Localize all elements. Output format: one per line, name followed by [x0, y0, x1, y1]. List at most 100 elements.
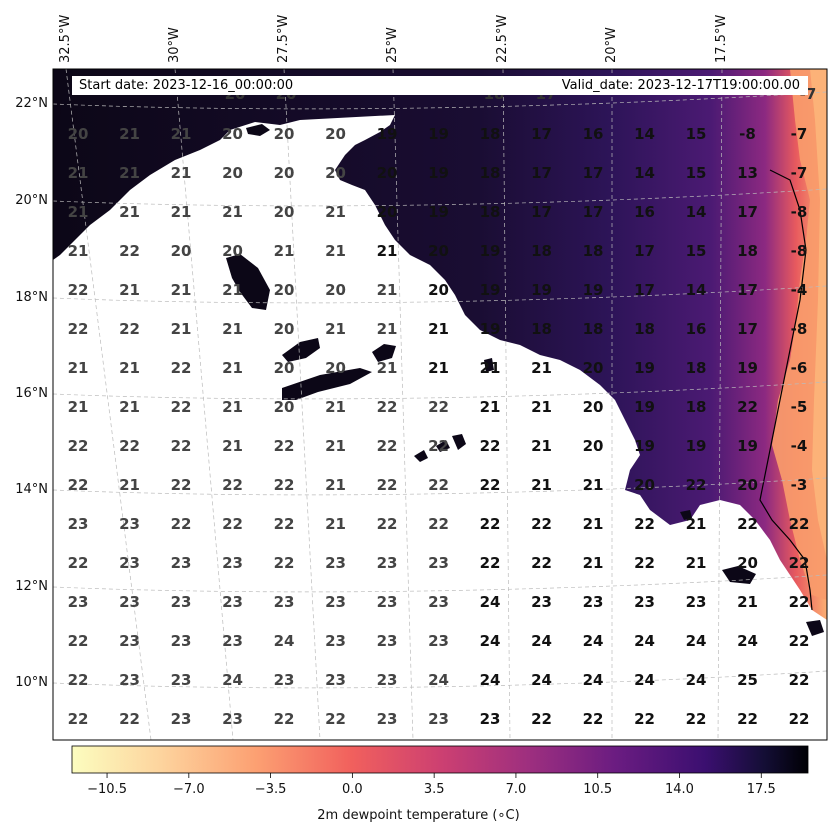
- grid-value: 22: [737, 398, 758, 416]
- grid-value: 22: [171, 476, 192, 494]
- grid-value: 20: [428, 242, 449, 260]
- colorbar-tick-label: −3.5: [254, 782, 287, 797]
- grid-value: 20: [325, 164, 346, 182]
- grid-value: 22: [68, 554, 89, 572]
- grid-value: 21: [377, 359, 398, 377]
- grid-value: 21: [68, 398, 89, 416]
- grid-value: 21: [325, 398, 346, 416]
- grid-value: 23: [325, 554, 346, 572]
- grid-value: 24: [737, 632, 758, 650]
- grid-value: 24: [634, 671, 655, 689]
- longitude-label: 30°W: [167, 27, 182, 63]
- grid-value: 19: [428, 164, 449, 182]
- grid-value: 21: [583, 515, 604, 533]
- grid-value: 23: [377, 671, 398, 689]
- grid-value: 20: [583, 437, 604, 455]
- grid-value: 17: [634, 242, 655, 260]
- grid-value: 20: [583, 359, 604, 377]
- grid-value: 23: [222, 632, 243, 650]
- grid-value: 22: [686, 476, 707, 494]
- grid-value: 22: [68, 281, 89, 299]
- grid-value: 22: [634, 554, 655, 572]
- grid-value: 24: [531, 632, 552, 650]
- grid-value: 23: [119, 671, 140, 689]
- colorbar-tick-label: −7.0: [173, 782, 205, 797]
- latitude-label: 16°N: [15, 386, 48, 401]
- grid-value: 23: [428, 710, 449, 728]
- grid-value: 21: [171, 125, 192, 143]
- grid-value: 21: [377, 320, 398, 338]
- grid-value: 22: [274, 554, 295, 572]
- grid-value: 23: [68, 593, 89, 611]
- dewpoint-value-grid: 20 21 21 20 20 20 19 19 18 17 16 14 15 -8 -7 21 21 21 20 20…: [68, 85, 817, 728]
- grid-value: 17: [737, 281, 758, 299]
- grid-value: 19: [634, 359, 655, 377]
- grid-value: 22: [68, 437, 89, 455]
- grid-value: 22: [428, 398, 449, 416]
- grid-value: 23: [480, 710, 501, 728]
- grid-value: 20: [274, 125, 295, 143]
- grid-value: 22: [737, 515, 758, 533]
- grid-value: 20: [274, 320, 295, 338]
- grid-value: 22: [789, 632, 810, 650]
- grid-value: 19: [428, 203, 449, 221]
- grid-value: 23: [428, 554, 449, 572]
- grid-value: 20: [634, 476, 655, 494]
- grid-value: 20: [377, 164, 398, 182]
- grid-value: 19: [686, 437, 707, 455]
- grid-value: 21: [222, 320, 243, 338]
- grid-value: 21: [377, 242, 398, 260]
- grid-value: 22: [274, 476, 295, 494]
- latitude-label: 18°N: [15, 290, 48, 305]
- grid-value: 22: [119, 710, 140, 728]
- grid-value: 23: [119, 632, 140, 650]
- grid-value: 22: [377, 476, 398, 494]
- grid-value: 22: [119, 242, 140, 260]
- grid-value: 22: [119, 320, 140, 338]
- grid-value: 23: [583, 593, 604, 611]
- grid-value: 21: [68, 242, 89, 260]
- colorbar-label: 2m dewpoint temperature (∘C): [317, 808, 520, 823]
- grid-value: 22: [274, 437, 295, 455]
- grid-value: 18: [737, 242, 758, 260]
- grid-value: 20: [583, 398, 604, 416]
- grid-value: 21: [274, 242, 295, 260]
- longitude-label: 32.5°W: [58, 14, 73, 63]
- grid-value: 17: [531, 125, 552, 143]
- grid-value: 21: [325, 203, 346, 221]
- longitude-label: 17.5°W: [714, 14, 729, 63]
- grid-value: 22: [68, 632, 89, 650]
- grid-value: 21: [222, 398, 243, 416]
- grid-value: 23: [274, 671, 295, 689]
- grid-value: 22: [119, 437, 140, 455]
- grid-value: 22: [68, 710, 89, 728]
- grid-value: 13: [737, 164, 758, 182]
- grid-value: 21: [583, 554, 604, 572]
- grid-value: 19: [428, 125, 449, 143]
- grid-value: 20: [428, 281, 449, 299]
- grid-value: -3: [791, 476, 808, 494]
- grid-value: 17: [531, 164, 552, 182]
- grid-value: 24: [686, 671, 707, 689]
- grid-value: -7: [791, 164, 808, 182]
- grid-value: 23: [222, 554, 243, 572]
- grid-value: 20: [377, 203, 398, 221]
- grid-value: 22: [428, 515, 449, 533]
- grid-value: 25: [737, 671, 758, 689]
- grid-value: 22: [68, 476, 89, 494]
- grid-value: 23: [171, 554, 192, 572]
- grid-value: -7: [791, 125, 808, 143]
- grid-value: 18: [480, 164, 501, 182]
- grid-value: 14: [634, 125, 655, 143]
- grid-value: 19: [634, 437, 655, 455]
- grid-value: 20: [222, 164, 243, 182]
- grid-value: 22: [531, 554, 552, 572]
- grid-value: 17: [583, 164, 604, 182]
- grid-value: -4: [791, 437, 808, 455]
- grid-value: 24: [480, 632, 501, 650]
- longitude-label: 27.5°W: [276, 14, 291, 63]
- grid-value: 19: [737, 437, 758, 455]
- grid-value: 19: [583, 281, 604, 299]
- grid-value: 19: [634, 398, 655, 416]
